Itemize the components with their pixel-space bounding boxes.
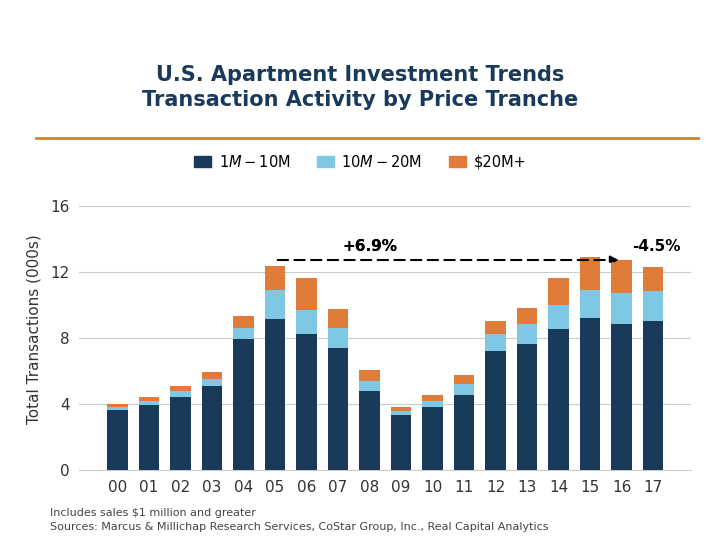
Text: +6.9%: +6.9% [342,239,397,254]
Bar [580,318,600,470]
Bar [549,278,569,305]
Bar [391,415,411,470]
Legend: $1M-$10M, $10M-$20M, $20M+: $1M-$10M, $10M-$20M, $20M+ [188,148,532,176]
Bar [233,328,253,339]
Bar [296,278,317,309]
Bar [170,397,191,470]
Bar [265,290,285,320]
Bar [202,386,222,470]
Bar [296,309,317,334]
Bar [138,401,159,406]
Bar [328,309,348,328]
Bar [391,411,411,415]
Bar [611,293,632,325]
Bar [296,334,317,470]
Bar [328,328,348,348]
Bar [643,267,663,292]
Bar [107,407,127,410]
Bar [549,329,569,470]
Bar [485,321,505,334]
Bar [517,308,537,325]
Bar [517,345,537,470]
Bar [549,305,569,329]
Bar [611,260,632,293]
Bar [359,381,379,390]
Text: -4.5%: -4.5% [632,239,680,254]
Bar [422,395,443,401]
Text: U.S. Apartment Investment Trends
Transaction Activity by Price Tranche: U.S. Apartment Investment Trends Transac… [142,65,578,110]
Bar [454,384,474,395]
Bar [265,266,285,290]
Bar [517,325,537,345]
Bar [233,339,253,470]
Text: Sources: Marcus & Millichap Research Services, CoStar Group, Inc., Real Capital : Sources: Marcus & Millichap Research Ser… [50,522,549,532]
Bar [107,404,127,407]
Y-axis label: Total Transactions (000s): Total Transactions (000s) [27,234,42,424]
Bar [202,379,222,386]
Bar [580,256,600,290]
Bar [580,290,600,318]
Bar [485,334,505,351]
Bar [202,372,222,379]
Bar [138,406,159,470]
Bar [643,321,663,470]
Bar [485,351,505,470]
Bar [265,320,285,470]
Text: Includes sales $1 million and greater: Includes sales $1 million and greater [50,508,256,518]
Bar [170,387,191,392]
Bar [454,375,474,384]
Bar [138,397,159,401]
Bar [643,292,663,321]
Bar [422,407,443,470]
Bar [328,348,348,470]
Bar [359,390,379,470]
Bar [454,395,474,470]
Bar [107,410,127,470]
Bar [391,407,411,411]
Bar [359,370,379,381]
Bar [233,316,253,328]
Bar [170,392,191,397]
Bar [422,401,443,407]
Text: +6.9%: +6.9% [342,239,397,254]
Bar [611,325,632,470]
